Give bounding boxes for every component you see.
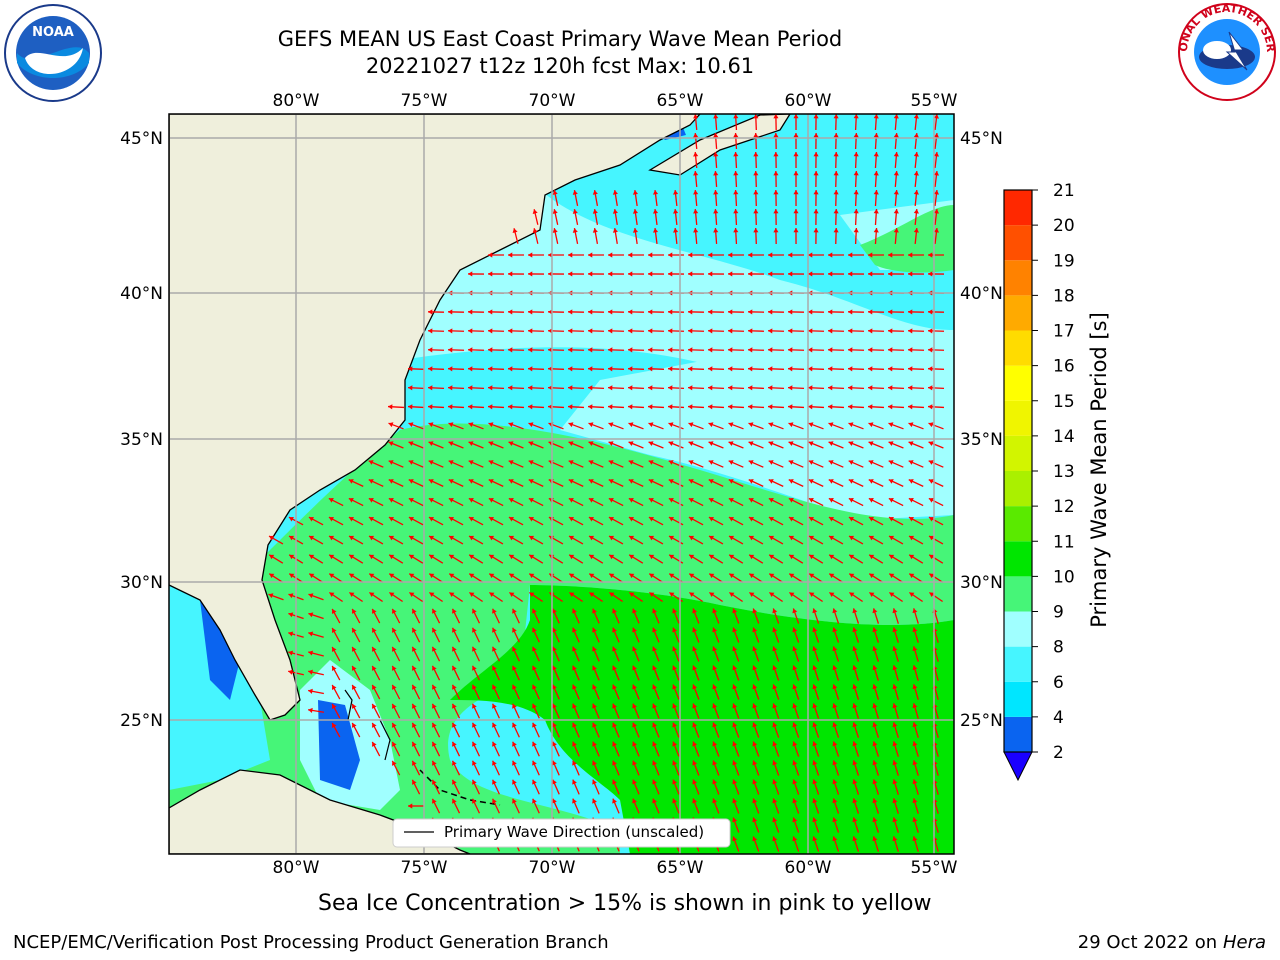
lat-label-right: 40°N xyxy=(960,284,1003,304)
colorbar-tick-label: 9 xyxy=(1053,603,1064,623)
lat-label-right: 30°N xyxy=(960,573,1003,593)
us-land xyxy=(169,114,701,721)
colorbar-tick-label: 16 xyxy=(1053,357,1075,377)
colorbar-segment xyxy=(1004,435,1032,471)
colorbar-segment xyxy=(1004,295,1032,331)
colorbar-segment xyxy=(1004,400,1032,436)
map-area xyxy=(169,114,954,854)
colorbar-segment xyxy=(1004,716,1032,752)
lon-label-bottom: 80°W xyxy=(273,858,320,878)
lat-label-right: 25°N xyxy=(960,711,1003,731)
lat-label-right: 35°N xyxy=(960,430,1003,450)
colorbar-tick-label: 17 xyxy=(1053,322,1075,342)
colorbar-extend-arrow xyxy=(1003,751,1033,782)
colorbar-segment xyxy=(1004,330,1032,366)
credit-text: NCEP/EMC/Verification Post Processing Pr… xyxy=(13,932,609,953)
lat-label-right: 45°N xyxy=(960,129,1003,149)
date-text: 29 Oct 2022 on Hera xyxy=(1078,932,1266,953)
lon-label-bottom: 55°W xyxy=(911,858,958,878)
colorbar-tick-label: 15 xyxy=(1053,392,1075,412)
noaa-logo-icon: NOAA xyxy=(4,4,102,102)
colorbar-segment xyxy=(1004,260,1032,296)
colorbar-tick-label: 13 xyxy=(1053,462,1075,482)
nova-scotia xyxy=(648,114,791,176)
colorbar-tick-label: 2 xyxy=(1053,743,1064,763)
colorbar-segment xyxy=(1004,190,1032,226)
colorbar-segment xyxy=(1004,611,1032,647)
colorbar-tick-label: 18 xyxy=(1053,286,1075,306)
nws-logo-icon: NATIONAL WEATHER SERVICE xyxy=(1177,2,1277,101)
colorbar-segment xyxy=(1004,646,1032,682)
colorbar-tick-label: 21 xyxy=(1053,181,1075,201)
map-legend: Primary Wave Direction (unscaled) xyxy=(392,818,731,848)
colorbar-tick-label: 10 xyxy=(1053,567,1075,587)
colorbar-label: Primary Wave Mean Period [s] xyxy=(1087,312,1111,628)
machine-name: Hera xyxy=(1222,932,1266,953)
colorbar-tick-label: 6 xyxy=(1053,673,1064,693)
sea-ice-note: Sea Ice Concentration > 15% is shown in … xyxy=(318,891,932,916)
lat-label-left: 25°N xyxy=(120,711,163,731)
colorbar-segment xyxy=(1004,225,1032,261)
lon-label-top: 55°W xyxy=(911,91,958,111)
wave-direction-arrows xyxy=(268,114,945,852)
colorbar-tick-label: 19 xyxy=(1053,251,1075,271)
colorbar-tick-label: 4 xyxy=(1053,708,1064,728)
svg-text:NOAA: NOAA xyxy=(32,25,74,40)
lon-label-bottom: 65°W xyxy=(657,858,704,878)
lon-label-top: 75°W xyxy=(401,91,448,111)
bahamas-bank xyxy=(318,700,360,790)
colorbar-tick-label: 14 xyxy=(1053,427,1075,447)
lat-label-left: 35°N xyxy=(120,430,163,450)
lon-label-bottom: 70°W xyxy=(529,858,576,878)
gridlines xyxy=(169,114,954,854)
lat-label-left: 30°N xyxy=(120,573,163,593)
lon-label-top: 70°W xyxy=(529,91,576,111)
colorbar-segment xyxy=(1004,681,1032,717)
lon-label-top: 80°W xyxy=(273,91,320,111)
colorbar-tick-label: 8 xyxy=(1053,638,1064,658)
colorbar-tick-label: 12 xyxy=(1053,497,1075,517)
colorbar-tick-label: 11 xyxy=(1053,532,1075,552)
lat-label-left: 45°N xyxy=(120,129,163,149)
colorbar-tick-label: 20 xyxy=(1053,216,1075,236)
title-line-2: 20221027 t12z 120h fcst Max: 10.61 xyxy=(365,54,755,78)
lon-label-top: 65°W xyxy=(657,91,704,111)
colorbar-segment xyxy=(1004,576,1032,612)
lon-label-bottom: 75°W xyxy=(401,858,448,878)
colorbar-segment xyxy=(1004,471,1032,507)
lat-label-left: 40°N xyxy=(120,284,163,304)
colorbar-segment xyxy=(1004,506,1032,542)
legend-label: Primary Wave Direction (unscaled) xyxy=(444,823,704,841)
map-frame xyxy=(168,113,955,855)
axis-labels: 80°W 80°W 75°W 75°W 70°W 70°W 65°W 65°W 60°W 60°W… xyxy=(120,91,1003,878)
date-value: 29 Oct 2022 on xyxy=(1077,932,1218,953)
colorbar-segment xyxy=(1004,365,1032,401)
lon-label-bottom: 60°W xyxy=(785,858,832,878)
lon-label-top: 60°W xyxy=(785,91,832,111)
title-line-1: GEFS MEAN US East Coast Primary Wave Mea… xyxy=(277,27,843,51)
colorbar: 2 4 6 8 9 10 11 12 13 14 15 16 17 18 19 20 21 xyxy=(1003,181,1075,782)
colorbar-segment xyxy=(1004,541,1032,577)
